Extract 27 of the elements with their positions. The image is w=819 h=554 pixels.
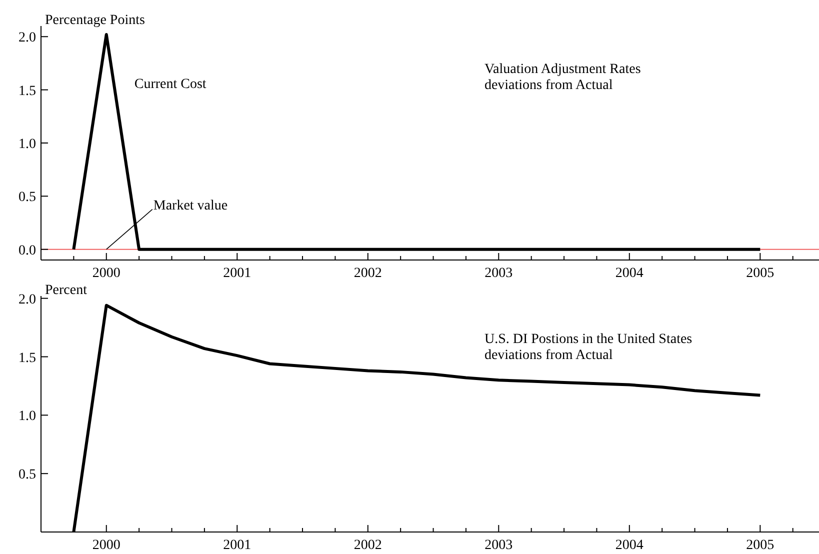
y-tick-label: 1.5 xyxy=(18,84,36,99)
y-tick-label: 1.5 xyxy=(18,350,36,366)
x-tick-label: 2000 xyxy=(92,538,120,553)
annotation: Market value xyxy=(153,198,228,214)
x-tick-label: 2001 xyxy=(223,266,252,281)
y-tick-label: 2.0 xyxy=(18,30,36,46)
x-tick-label: 2003 xyxy=(484,538,513,553)
x-tick-label: 2001 xyxy=(223,538,252,553)
y-tick-label: 0.0 xyxy=(18,243,36,258)
series-label: Current Cost xyxy=(134,77,206,92)
y-tick-label: 0.5 xyxy=(18,468,36,483)
x-tick-label: 2002 xyxy=(354,538,382,553)
y-axis-title: Percentage Points xyxy=(45,13,145,28)
text: U.S. DI Postions in the United States deviations from Actual xyxy=(484,332,692,364)
x-tick-label: 2000 xyxy=(92,266,120,281)
y-tick-label: 1.0 xyxy=(18,409,36,424)
y-axis-title: Percent xyxy=(45,283,88,298)
y-tick-label: 2.0 xyxy=(18,292,36,308)
x-tick-label: 2004 xyxy=(615,538,644,553)
x-tick-label: 2004 xyxy=(615,266,644,281)
x-tick-label: 2005 xyxy=(746,266,774,281)
y-tick-label: 1.0 xyxy=(18,137,36,152)
text: Valuation Adjustment Rates deviations from Actual xyxy=(484,62,641,93)
x-tick-label: 2002 xyxy=(354,266,382,281)
x-tick-label: 2005 xyxy=(746,538,774,553)
y-tick-label: 0.5 xyxy=(18,190,36,206)
x-tick-label: 2003 xyxy=(484,266,513,281)
